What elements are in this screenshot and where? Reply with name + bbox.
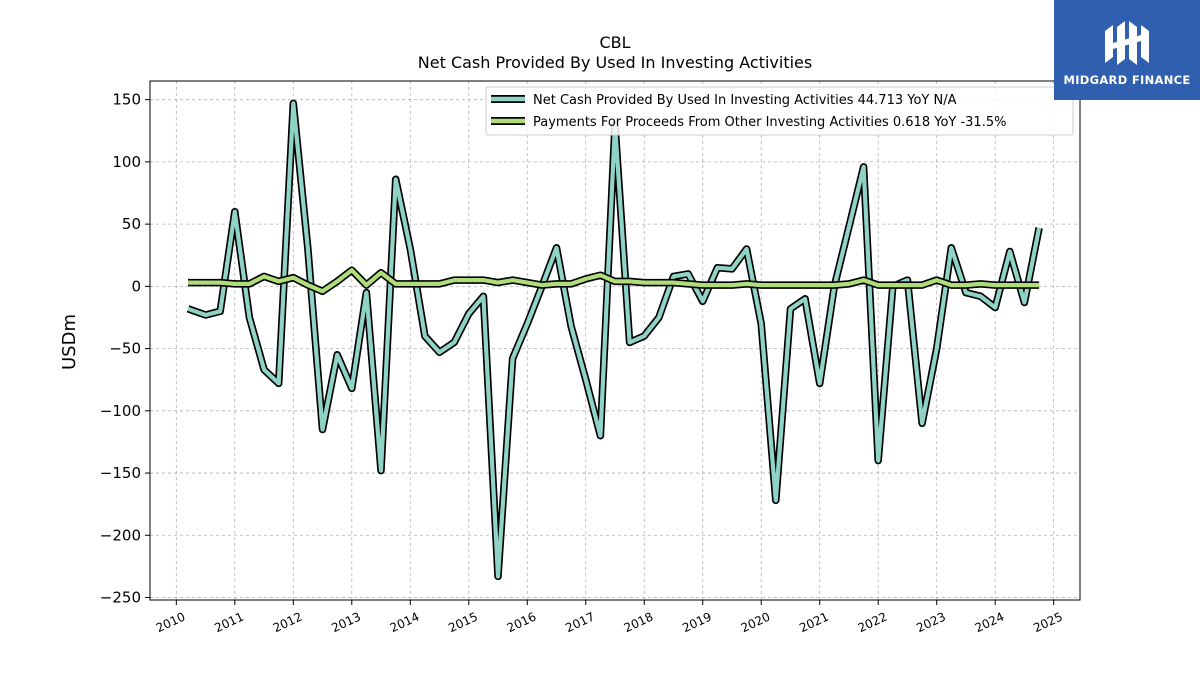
y-axis-label: USDm [59,314,80,370]
x-tick-label: 2015 [446,610,480,636]
x-tick-label: 2013 [329,610,363,636]
x-tick-label: 2012 [271,610,305,636]
y-tick-label: −50 [109,340,141,358]
y-tick-label: 0 [131,277,141,295]
legend-box [485,86,1074,136]
y-axis: 150 100 50 0 −50 −100 −150 −200 −250 [100,91,150,607]
x-tick-label: 2022 [856,610,890,636]
x-axis: 2010 2011 2012 2013 2014 2015 2016 2017 2018 2019… [154,600,1065,635]
chart-title: CBL [599,33,630,52]
plot-frame [149,80,1081,601]
logo-mark-icon [1105,21,1149,65]
y-tick-label: 50 [122,215,141,233]
legend-label-other-investing: Payments For Proceeds From Other Investi… [533,115,1006,130]
legend-label-net-cash: Net Cash Provided By Used In Investing A… [533,93,957,108]
x-tick-label: 2010 [154,610,188,636]
x-tick-label: 2016 [505,610,539,636]
y-tick-label: −150 [100,464,141,482]
x-tick-label: 2024 [973,610,1007,636]
x-tick-label: 2011 [212,610,246,636]
x-tick-label: 2023 [914,610,948,636]
y-tick-label: −100 [100,402,141,420]
legend: Net Cash Provided By Used In Investing A… [485,86,1074,136]
series-line-payments-for-proceeds-from-other-investing-activities [188,268,1040,294]
y-tick-label: −250 [100,589,141,607]
midgard-finance-logo: MIDGARD FINANCE [1054,0,1200,100]
x-tick-label: 2019 [680,610,714,636]
grid-lines [150,81,1080,600]
x-tick-label: 2018 [622,610,656,636]
logo-text: MIDGARD FINANCE [1063,73,1191,87]
y-tick-label: 150 [112,91,141,109]
x-tick-label: 2021 [797,610,831,636]
y-tick-label: −200 [100,526,141,544]
x-tick-label: 2025 [1031,610,1065,636]
x-tick-label: 2017 [563,610,597,636]
x-tick-label: 2020 [739,610,773,636]
chart-subtitle: Net Cash Provided By Used In Investing A… [418,53,812,72]
y-tick-label: 100 [112,153,141,171]
series-layer [186,99,1043,581]
x-tick-label: 2014 [388,610,422,636]
